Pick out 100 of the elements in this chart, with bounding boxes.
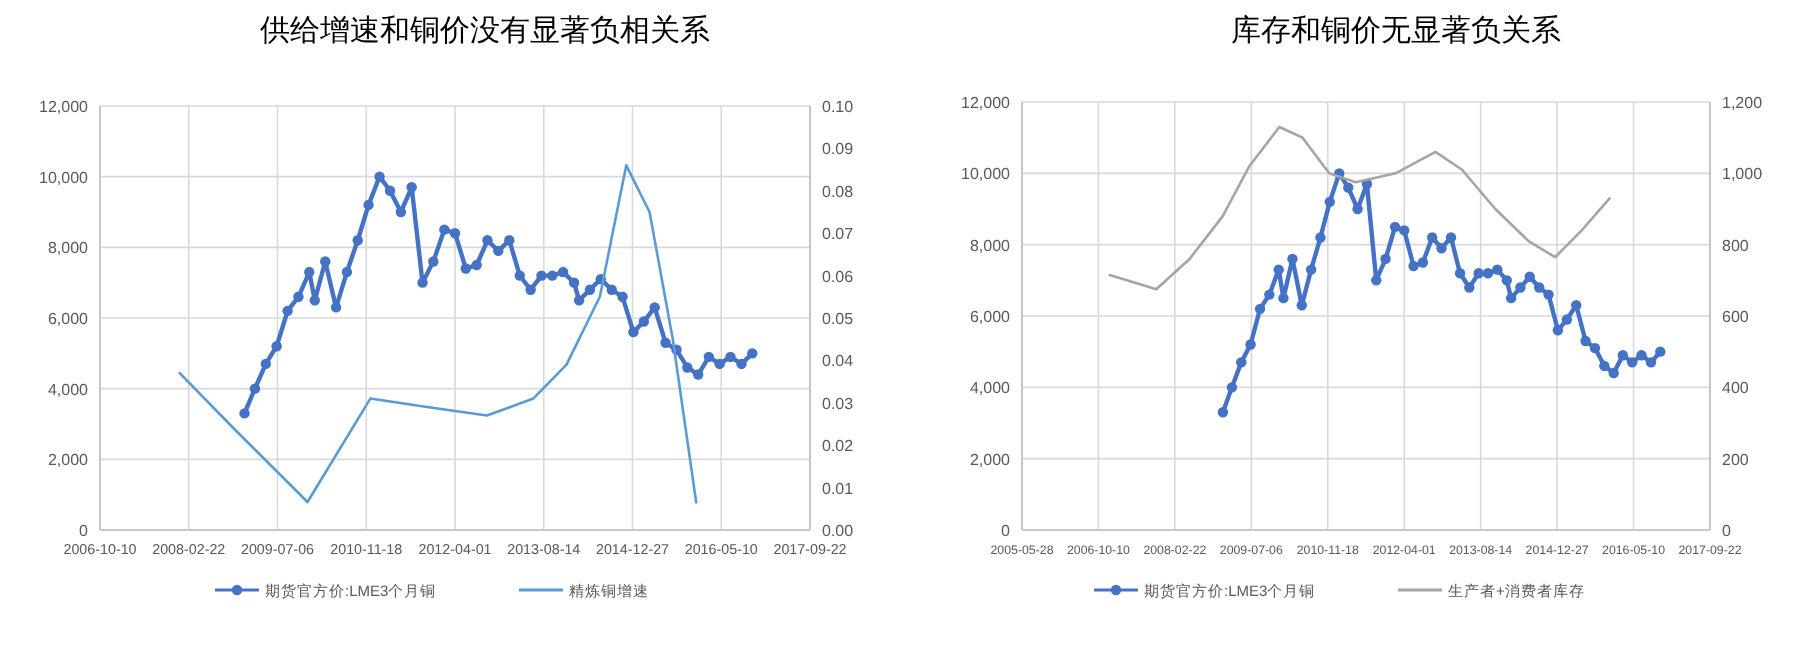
y2-tick-label: 0.10 (822, 98, 855, 116)
point (330, 302, 342, 313)
point (1626, 357, 1638, 368)
point (1645, 357, 1657, 368)
y2-tick-label: 0.06 (822, 267, 855, 286)
point (1552, 325, 1564, 336)
point (1417, 257, 1429, 268)
point (1217, 407, 1229, 418)
chart-title: 库存和铜价无显著负关系 (1231, 14, 1561, 48)
point (1305, 264, 1317, 275)
point (1399, 225, 1410, 236)
point (1515, 282, 1526, 293)
point (304, 266, 315, 278)
point (471, 259, 482, 271)
point (682, 362, 693, 373)
point (514, 270, 525, 281)
point (293, 291, 304, 302)
point (606, 284, 617, 295)
point (395, 206, 407, 218)
point (1589, 342, 1601, 354)
point (249, 383, 261, 394)
point (1534, 282, 1545, 293)
y2-tick-label: 0.08 (822, 182, 855, 201)
point (1296, 300, 1307, 311)
point (417, 277, 428, 288)
point (439, 224, 450, 235)
point (1389, 221, 1401, 233)
point (1524, 271, 1535, 282)
point (428, 256, 439, 267)
chart-title: 供给增速和铜价没有显著负相关系 (260, 14, 710, 48)
point (1561, 314, 1573, 325)
point (1454, 268, 1466, 279)
point (1436, 243, 1447, 254)
point (1492, 264, 1503, 275)
point (449, 228, 461, 239)
y-tick-label: 0 (1001, 522, 1012, 540)
point (1580, 335, 1591, 347)
point (1315, 232, 1326, 243)
y-tick-label: 12,000 (39, 98, 90, 116)
y-tick-label: 10,000 (39, 168, 90, 187)
point (1226, 382, 1238, 393)
y-tick-label: 0 (79, 522, 90, 540)
point (747, 348, 758, 359)
point (1599, 360, 1610, 372)
line-series (178, 164, 698, 504)
y-tick-label: 8,000 (969, 236, 1012, 255)
point (504, 235, 515, 246)
point (617, 291, 628, 302)
point (374, 171, 385, 182)
y-tick-label: 4,000 (969, 379, 1012, 398)
point (260, 358, 271, 370)
point (1273, 264, 1284, 275)
y-tick-label: 2,000 (47, 451, 90, 470)
point (406, 182, 417, 193)
point (352, 235, 363, 246)
point (1380, 253, 1391, 265)
point (568, 277, 580, 288)
point (1501, 275, 1513, 286)
point (547, 270, 558, 281)
point (309, 295, 320, 306)
point (703, 351, 715, 363)
y-tick-label: 4,000 (47, 380, 90, 399)
point (1408, 260, 1419, 272)
y2-tick-label: 600 (1722, 308, 1750, 326)
point (638, 316, 650, 327)
point (384, 185, 396, 196)
point (271, 341, 282, 352)
y-tick-label: 6,000 (47, 310, 90, 328)
point (1254, 303, 1266, 315)
y-tick-label: 10,000 (961, 165, 1012, 184)
point (536, 270, 547, 281)
point (239, 408, 250, 419)
point (736, 358, 747, 370)
y2-tick-label: 0.07 (822, 225, 855, 244)
point (460, 263, 472, 274)
y2-tick-label: 0.01 (822, 479, 855, 498)
y2-tick-label: 0.09 (822, 140, 855, 159)
point (1473, 268, 1484, 279)
point (282, 305, 293, 317)
line-series (1108, 125, 1611, 291)
point (1427, 232, 1438, 243)
point (525, 284, 536, 295)
point (493, 245, 504, 257)
point (1482, 268, 1494, 279)
point (649, 302, 660, 313)
point (660, 337, 671, 348)
point (1445, 232, 1457, 243)
point (557, 266, 569, 278)
y2-tick-label: 0 (1722, 522, 1732, 540)
y-tick-label: 6,000 (969, 308, 1012, 326)
point (320, 256, 331, 267)
point (714, 358, 725, 370)
point (1617, 350, 1629, 361)
point (584, 284, 596, 295)
y2-tick-label: 1,000 (1722, 165, 1764, 184)
point (1236, 357, 1247, 368)
point (1324, 196, 1335, 208)
point (1608, 367, 1619, 379)
y2-tick-label: 0.02 (822, 437, 855, 456)
point (1464, 282, 1475, 293)
